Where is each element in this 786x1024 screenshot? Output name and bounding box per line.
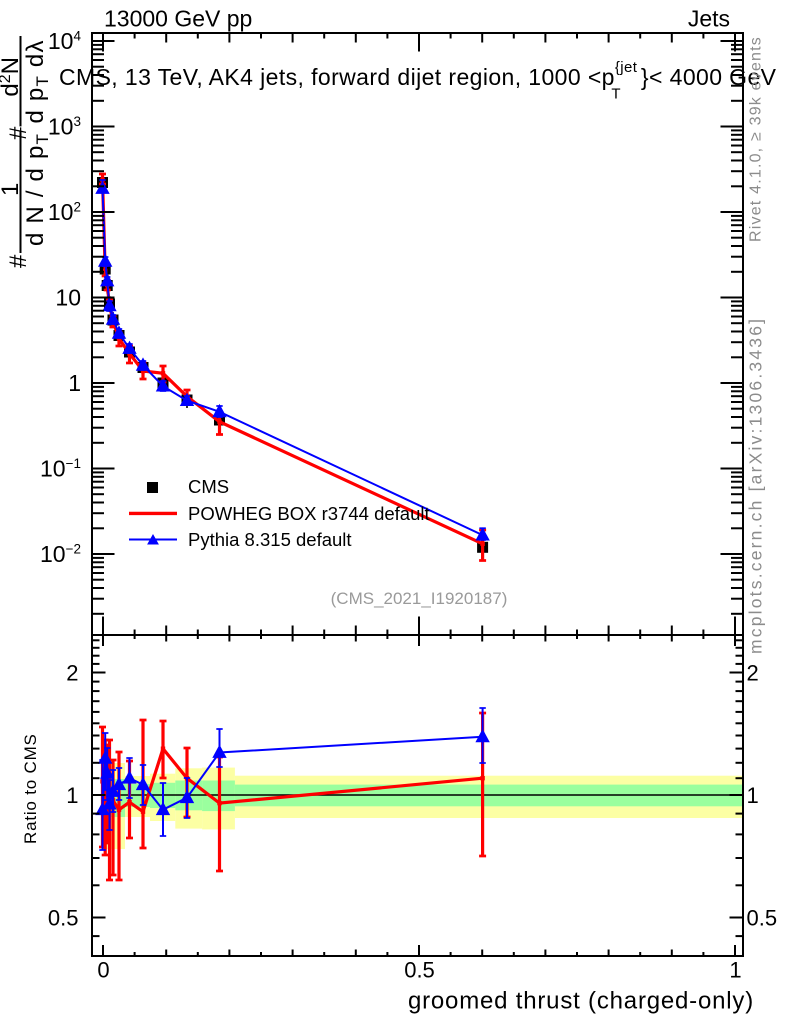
svg-text:1: 1 xyxy=(0,183,24,196)
svg-text:(CMS_2021_I1920187): (CMS_2021_I1920187) xyxy=(331,589,508,608)
svg-text:Pythia 8.315 default: Pythia 8.315 default xyxy=(188,529,352,550)
svg-text:1: 1 xyxy=(729,957,741,982)
svg-text:Ratio to CMS: Ratio to CMS xyxy=(21,733,40,844)
svg-text:mcplots.cern.ch [arXiv:1306.34: mcplots.cern.ch [arXiv:1306.3436] xyxy=(746,317,766,654)
svg-text:#: # xyxy=(5,254,32,268)
svg-text:1: 1 xyxy=(66,783,78,808)
svg-text:2: 2 xyxy=(747,661,759,686)
svg-text:Jets: Jets xyxy=(688,6,730,32)
svg-text:1: 1 xyxy=(747,783,759,808)
svg-text:13000 GeV pp: 13000 GeV pp xyxy=(104,6,252,32)
svg-text:2: 2 xyxy=(66,661,78,686)
svg-text:d2N: d2N xyxy=(0,57,24,97)
svg-text:CMS: CMS xyxy=(188,476,229,497)
svg-text:groomed thrust (charged-only): groomed thrust (charged-only) xyxy=(408,988,754,1015)
svg-text:10−1: 10−1 xyxy=(40,456,81,482)
svg-text:10: 10 xyxy=(55,285,81,311)
svg-text:d N / d pT: d N / d pT xyxy=(22,133,52,246)
svg-text:0.5: 0.5 xyxy=(747,906,778,931)
svg-text:103: 103 xyxy=(48,114,81,140)
svg-text:POWHEG BOX r3744 default: POWHEG BOX r3744 default xyxy=(188,503,430,524)
svg-text:#: # xyxy=(5,126,32,140)
svg-text:Rivet 4.1.0, ≥ 39k events: Rivet 4.1.0, ≥ 39k events xyxy=(748,36,765,242)
svg-text:0.5: 0.5 xyxy=(48,906,79,931)
svg-text:0.5: 0.5 xyxy=(404,957,435,982)
svg-text:1: 1 xyxy=(68,370,81,396)
svg-text:0: 0 xyxy=(97,957,109,982)
